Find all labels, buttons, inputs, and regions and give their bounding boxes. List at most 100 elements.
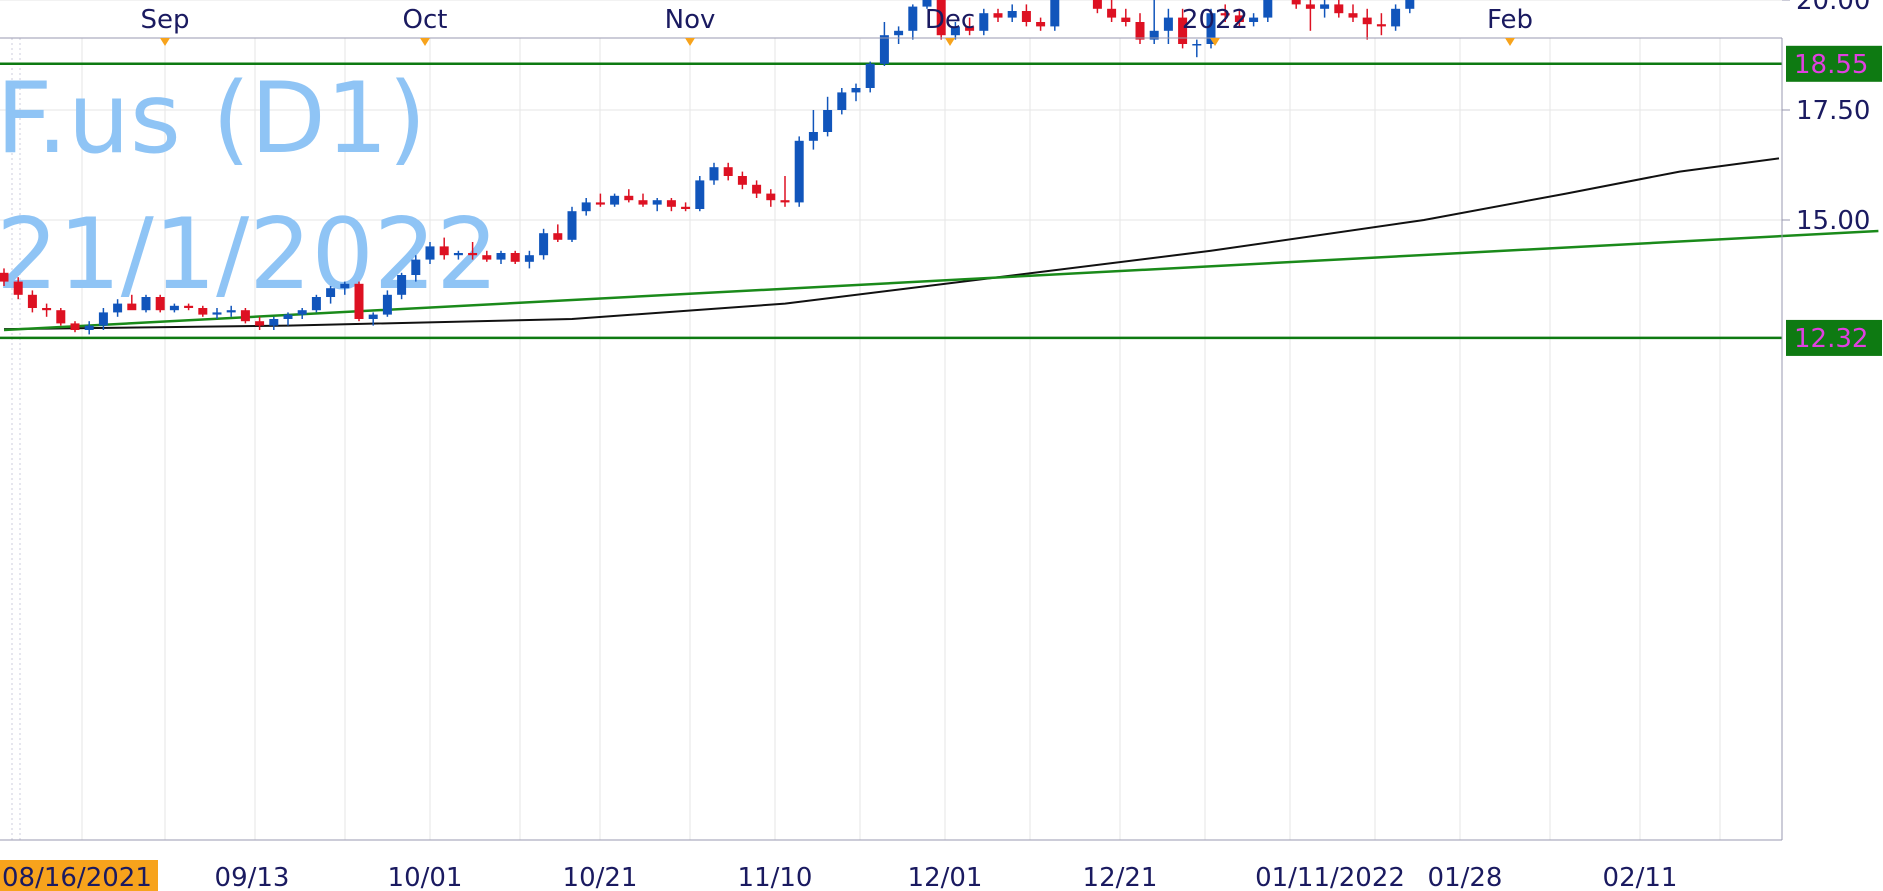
candle-body — [169, 305, 179, 311]
bottom-date-label: 01/28 — [1428, 863, 1503, 891]
candle-body — [524, 255, 534, 262]
trendline-layer[interactable] — [3, 157, 1879, 332]
month-label: 2022 — [1182, 5, 1248, 35]
candle-body — [1220, 13, 1230, 16]
bottom-date-label: 10/01 — [388, 863, 463, 891]
candle-body — [1405, 0, 1415, 9]
candle-body — [1163, 17, 1173, 31]
y-tick-label: 20.00 — [1796, 0, 1870, 16]
candle-body — [879, 35, 889, 64]
candle-body — [922, 0, 932, 7]
candle-body — [1334, 4, 1344, 14]
candle-body — [184, 305, 194, 308]
candle-body — [482, 255, 492, 260]
candle-body — [42, 308, 52, 311]
candle-body — [1362, 17, 1372, 25]
month-marker-icon — [420, 38, 430, 46]
bottom-date-label: 11/10 — [738, 863, 813, 891]
candle-body — [127, 303, 137, 311]
candle-body — [553, 233, 563, 240]
month-label: Oct — [403, 5, 448, 35]
candle-body — [382, 294, 392, 315]
watermark-symbol: F.us (D1) — [0, 62, 426, 176]
candle-body — [965, 26, 975, 31]
candle-body — [1036, 22, 1046, 27]
candle-body — [695, 180, 705, 209]
grid — [0, 0, 1782, 840]
candle-body — [27, 294, 37, 308]
candle-body — [1121, 17, 1131, 22]
candle-body — [709, 167, 719, 181]
month-marker-icon — [160, 38, 170, 46]
candle-body — [894, 30, 904, 36]
bottom-date-label: 01/11/2022 — [1255, 863, 1405, 891]
candle-body — [1234, 15, 1244, 22]
candle-body — [837, 92, 847, 110]
candle-body — [13, 281, 23, 295]
candle-body — [226, 310, 236, 313]
candle-body — [453, 253, 463, 256]
candle-body — [1107, 8, 1117, 18]
candle-body — [1348, 13, 1358, 18]
candle-body — [155, 297, 165, 311]
candle-body — [624, 195, 634, 201]
bottom-date-label: 10/21 — [563, 863, 638, 891]
candle-body — [638, 200, 648, 205]
candle-body — [326, 288, 336, 297]
month-marker-icon — [945, 38, 955, 46]
candle-body — [539, 233, 549, 256]
bottom-date-label: 08/16/2021 — [2, 863, 152, 891]
candle-body — [1007, 11, 1017, 18]
candle-body — [510, 253, 520, 262]
candle-body — [1178, 17, 1188, 44]
candle-body — [468, 253, 478, 256]
candle-body — [397, 275, 407, 295]
bottom-date-label: 02/11 — [1603, 863, 1678, 891]
candle-body — [113, 303, 123, 313]
candle-body — [1291, 0, 1301, 5]
candle-body — [255, 321, 265, 326]
candle-body — [1263, 0, 1273, 18]
candle-body — [0, 272, 9, 282]
month-label: Nov — [665, 5, 716, 35]
price-tag[interactable] — [1786, 45, 1882, 82]
candle-body — [84, 325, 94, 330]
candle-body — [1149, 30, 1159, 40]
candle-body — [354, 283, 364, 319]
candle-body — [752, 184, 762, 194]
candle-body — [496, 253, 506, 260]
y-tick-label: 15.00 — [1796, 206, 1870, 236]
horizontal-levels[interactable] — [0, 0, 1782, 340]
month-marker-icon — [1505, 38, 1515, 46]
trendline[interactable] — [3, 229, 1879, 332]
candle-body — [652, 200, 662, 205]
bottom-date-label: 12/01 — [908, 863, 983, 891]
candle-body — [581, 202, 591, 212]
month-marker-icon — [685, 38, 695, 46]
candle-body — [269, 319, 279, 326]
candles — [0, 0, 1415, 335]
candle-body — [1135, 22, 1145, 40]
candle-body — [1050, 0, 1060, 27]
candle-body — [936, 0, 946, 36]
candle-body — [794, 140, 804, 203]
price-tag[interactable] — [1786, 319, 1882, 356]
candle-body — [723, 167, 733, 176]
candle-body — [1249, 17, 1259, 22]
candle-body — [240, 310, 250, 322]
month-label: Dec — [925, 5, 975, 35]
candle-body — [823, 110, 833, 132]
moving-average-line — [3, 157, 1780, 331]
candle-body — [340, 283, 350, 289]
bottom-date-label: 12/21 — [1083, 863, 1158, 891]
candle-body — [439, 246, 449, 256]
candle-body — [1376, 24, 1386, 27]
candle-body — [808, 132, 818, 141]
candle-body — [681, 206, 691, 209]
bottom-date-label: 09/13 — [215, 863, 290, 891]
candle-body — [865, 63, 875, 88]
month-marker-icon — [1210, 38, 1220, 46]
